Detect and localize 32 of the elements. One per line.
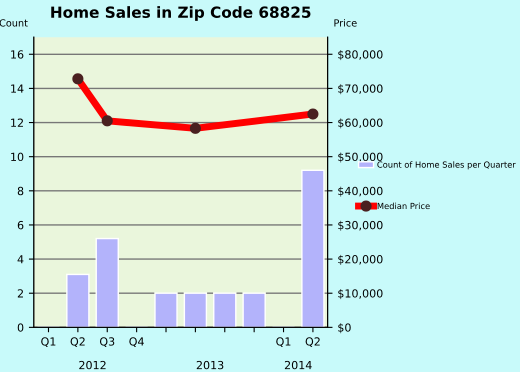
x-tick-label: Q1 xyxy=(276,337,290,347)
x-tick-label: Q2 xyxy=(70,337,85,347)
y2-axis-title: Price xyxy=(334,19,357,27)
y2-tick-label: $10,000 xyxy=(338,289,383,300)
y2-tick-label: $0 xyxy=(338,323,351,334)
chart-title: Home Sales in Zip Code 68825 xyxy=(51,6,310,21)
y2-tick-label: $80,000 xyxy=(338,50,383,60)
x-tick-label: Q2 xyxy=(306,337,320,347)
y2-tick-label: $50,000 xyxy=(338,152,383,163)
y2-tick-label: $70,000 xyxy=(338,84,383,94)
y-axis-title: Count xyxy=(0,19,28,27)
y-tick-label: 10 xyxy=(11,152,24,162)
y2-tick-label: $40,000 xyxy=(338,186,383,197)
text: 2012 xyxy=(79,360,106,370)
x-tick-label: Q1 xyxy=(41,337,56,347)
y-tick-label: 8 xyxy=(18,186,24,196)
text: 2014 xyxy=(284,360,312,370)
y-tick-label: 6 xyxy=(18,220,24,230)
x-tick-label: Q3 xyxy=(100,337,114,347)
y2-tick-label: $60,000 xyxy=(338,118,383,128)
legend-label: Count of Home Sales per Quarter xyxy=(377,161,516,170)
y2-tick-label: $30,000 xyxy=(338,220,383,231)
y2-tick-label: $20,000 xyxy=(338,254,383,265)
text: 2013 xyxy=(196,360,224,370)
y-tick-label: 2 xyxy=(18,289,23,298)
y-tick-label: 4 xyxy=(18,255,24,264)
x-tick-label: Q4 xyxy=(129,337,144,347)
y-tick-label: 0 xyxy=(18,323,24,332)
y-tick-label: 14 xyxy=(11,84,24,93)
legend-label: Median Price xyxy=(378,202,430,210)
y-tick-label: 12 xyxy=(11,118,23,127)
y-tick-label: 16 xyxy=(11,50,24,59)
